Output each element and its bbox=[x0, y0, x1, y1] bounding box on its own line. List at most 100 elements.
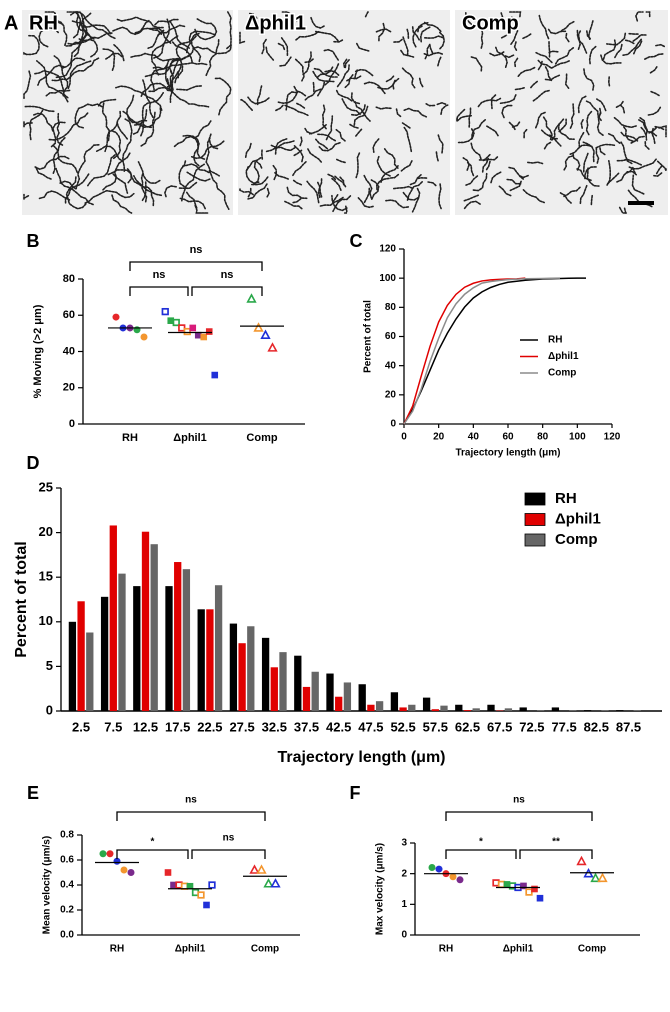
parasite-trail bbox=[324, 69, 340, 76]
parasite-trail bbox=[166, 78, 210, 108]
data-point bbox=[140, 333, 148, 341]
x-tick-label: 27.5 bbox=[229, 719, 254, 734]
y-tick-label: 20 bbox=[39, 524, 53, 539]
parasite-trail bbox=[324, 63, 340, 86]
parasite-trail bbox=[577, 29, 582, 50]
y-tick-label: 1 bbox=[401, 899, 407, 910]
parasite-trail bbox=[294, 58, 305, 82]
parasite-trail bbox=[375, 106, 392, 110]
parasite-trail bbox=[588, 45, 597, 66]
parasite-trail bbox=[356, 42, 370, 52]
bar bbox=[68, 621, 77, 711]
parasite-trail bbox=[295, 102, 306, 109]
parasite-trail bbox=[152, 61, 208, 70]
parasite-trail bbox=[503, 54, 515, 59]
parasite-trail bbox=[186, 171, 211, 182]
x-tick-label: 40 bbox=[468, 432, 480, 443]
parasite-trail bbox=[169, 58, 180, 88]
x-tick-label: 37.5 bbox=[294, 719, 319, 734]
parasite-trail bbox=[402, 35, 409, 57]
parasite-trail bbox=[529, 80, 538, 90]
bar bbox=[206, 609, 214, 711]
parasite-trail bbox=[355, 152, 361, 179]
parasite-trail bbox=[543, 141, 553, 150]
parasite-trail bbox=[403, 107, 428, 118]
data-point bbox=[253, 322, 264, 332]
bar bbox=[294, 655, 302, 711]
parasite-trail bbox=[547, 27, 567, 35]
parasite-trail bbox=[565, 31, 570, 43]
bar bbox=[375, 701, 384, 711]
bar bbox=[504, 708, 513, 711]
parasite-trail bbox=[261, 38, 267, 55]
x-tick-label: 12.5 bbox=[133, 719, 158, 734]
parasite-trail bbox=[351, 103, 366, 117]
parasite-trail bbox=[32, 112, 54, 132]
parasite-trail bbox=[395, 108, 403, 118]
bar bbox=[311, 671, 319, 711]
parasite-trail bbox=[544, 74, 561, 81]
parasite-trail bbox=[214, 77, 232, 116]
parasite-trail bbox=[627, 189, 640, 203]
parasite-trail bbox=[472, 172, 488, 192]
data-point bbox=[183, 327, 191, 336]
parasite-trail bbox=[590, 194, 593, 207]
x-tick-label: Δphil1 bbox=[175, 944, 206, 955]
data-point bbox=[200, 333, 208, 341]
parasite-trail bbox=[392, 79, 396, 91]
parasite-trail bbox=[52, 144, 79, 174]
image-label: RH bbox=[29, 12, 58, 34]
parasite-trail bbox=[52, 137, 66, 175]
y-tick-label: 2 bbox=[401, 868, 407, 879]
data-point bbox=[590, 872, 601, 883]
parasite-trail bbox=[318, 142, 341, 152]
parasite-trail bbox=[140, 111, 156, 147]
parasite-trail bbox=[522, 189, 545, 204]
parasite-trail bbox=[246, 156, 263, 171]
x-tick-label: 20 bbox=[433, 432, 445, 443]
parasite-trail bbox=[64, 173, 90, 205]
parasite-trail bbox=[463, 194, 479, 202]
legend-label: Comp bbox=[555, 531, 598, 548]
parasite-trail bbox=[274, 140, 295, 155]
parasite-trail bbox=[299, 135, 303, 147]
parasite-trail bbox=[111, 194, 133, 214]
parasite-trail bbox=[341, 98, 361, 115]
micrograph: RH bbox=[22, 10, 233, 215]
parasite-trail bbox=[471, 119, 486, 140]
bar bbox=[197, 609, 205, 711]
parasite-trail bbox=[551, 118, 565, 141]
x-tick-label: RH bbox=[110, 944, 124, 955]
data-point bbox=[186, 882, 194, 890]
data-point bbox=[170, 881, 177, 889]
y-tick-label: 60 bbox=[385, 331, 397, 342]
parasite-trail bbox=[513, 41, 518, 53]
x-tick-label: RH bbox=[439, 944, 453, 955]
significance-label: ns bbox=[513, 795, 525, 806]
parasite-trail bbox=[535, 51, 554, 64]
bar bbox=[150, 544, 158, 711]
parasite-trail bbox=[112, 26, 163, 36]
parasite-trail bbox=[279, 56, 292, 67]
data-point bbox=[435, 865, 443, 873]
parasite-trail bbox=[79, 23, 112, 35]
bar bbox=[390, 692, 399, 711]
bar bbox=[431, 709, 439, 711]
significance-bracket bbox=[519, 849, 593, 859]
parasite-trail bbox=[602, 39, 617, 61]
x-tick-label: 57.5 bbox=[423, 719, 448, 734]
x-tick-label: 67.5 bbox=[487, 719, 512, 734]
parasite-trail bbox=[336, 158, 347, 164]
parasite-trail bbox=[23, 34, 40, 56]
parasite-trail bbox=[580, 117, 585, 129]
parasite-trail bbox=[205, 38, 220, 77]
parasite-trail bbox=[101, 152, 131, 191]
parasite-trail bbox=[564, 73, 570, 89]
parasite-trail bbox=[598, 145, 606, 156]
parasite-trail bbox=[656, 160, 667, 171]
parasite-trail bbox=[133, 106, 162, 129]
data-point bbox=[263, 878, 274, 888]
x-tick-label: Δphil1 bbox=[173, 432, 207, 444]
significance-bracket bbox=[445, 849, 517, 859]
x-tick-label: Comp bbox=[246, 432, 277, 444]
